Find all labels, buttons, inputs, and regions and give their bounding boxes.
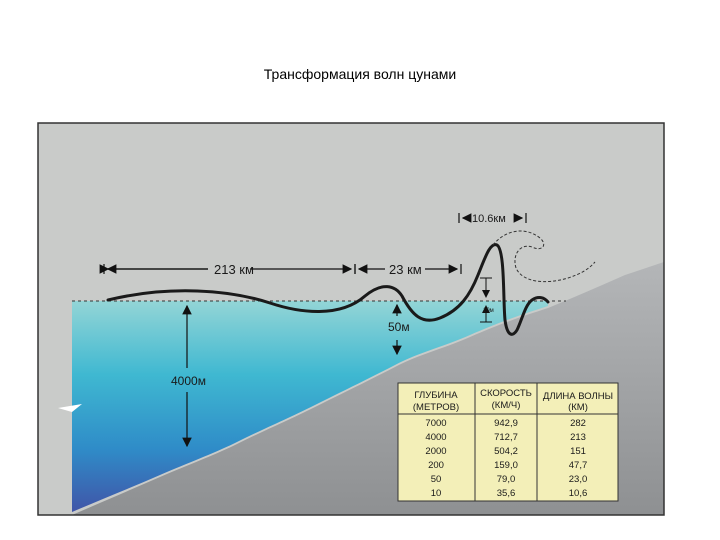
breaking-wave-curl xyxy=(492,230,596,283)
table-cell: 159,0 xyxy=(494,460,518,471)
label-distance-213: 213 км xyxy=(214,262,254,277)
data-table: ГЛУБИНА (МЕТРОВ) СКОРОСТЬ (КМ/Ч) ДЛИНА В… xyxy=(397,382,619,502)
table-cell: 282 xyxy=(570,418,586,429)
table-cell: 79,0 xyxy=(497,474,516,485)
table-cell: 213 xyxy=(570,432,586,443)
table-header-wavelength-line2: (КМ) xyxy=(568,402,588,413)
table-cell: 35,6 xyxy=(497,488,516,499)
table-cell: 504,2 xyxy=(494,446,518,457)
slide-title: Трансформация волн цунами xyxy=(263,66,457,82)
label-depth-50: 50м xyxy=(388,320,410,334)
label-depth-4000: 4000м xyxy=(171,374,206,388)
table-cell: 23,0 xyxy=(569,474,588,485)
table-cell: 7000 xyxy=(425,418,446,429)
table-cell: 47,7 xyxy=(569,460,588,471)
distance-arrow-10-6 xyxy=(458,213,527,223)
label-distance-23: 23 км xyxy=(389,262,422,277)
table-header-speed-line2: (КМ/Ч) xyxy=(492,400,521,411)
wave-profile xyxy=(106,243,550,336)
table-cell: 10,6 xyxy=(569,488,588,499)
table-cell: 151 xyxy=(570,446,586,457)
table-header-speed-line1: СКОРОСТЬ xyxy=(480,388,532,399)
table-cell: 712,7 xyxy=(494,432,518,443)
table-header-depth-line2: (МЕТРОВ) xyxy=(413,402,459,413)
ocean-water xyxy=(72,301,548,512)
distance-arrow-23 xyxy=(354,264,462,274)
table-cell: 10 xyxy=(431,488,442,499)
table-header-depth-line1: ГЛУБИНА xyxy=(414,390,458,401)
frame-left-edge xyxy=(38,123,72,515)
table-cell: 4000 xyxy=(425,432,446,443)
table-header-wavelength-line1: ДЛИНА ВОЛНЫ xyxy=(543,391,613,402)
table-cell: 2000 xyxy=(425,446,446,457)
table-cell: 50 xyxy=(431,474,442,485)
table-cell: 942,9 xyxy=(494,418,518,429)
label-wave-height: 10м xyxy=(483,308,494,314)
label-distance-10-6: 10.6км xyxy=(472,213,506,225)
water-edge-marker xyxy=(58,404,82,412)
diagram-frame xyxy=(37,122,665,516)
table-cell: 200 xyxy=(428,460,444,471)
